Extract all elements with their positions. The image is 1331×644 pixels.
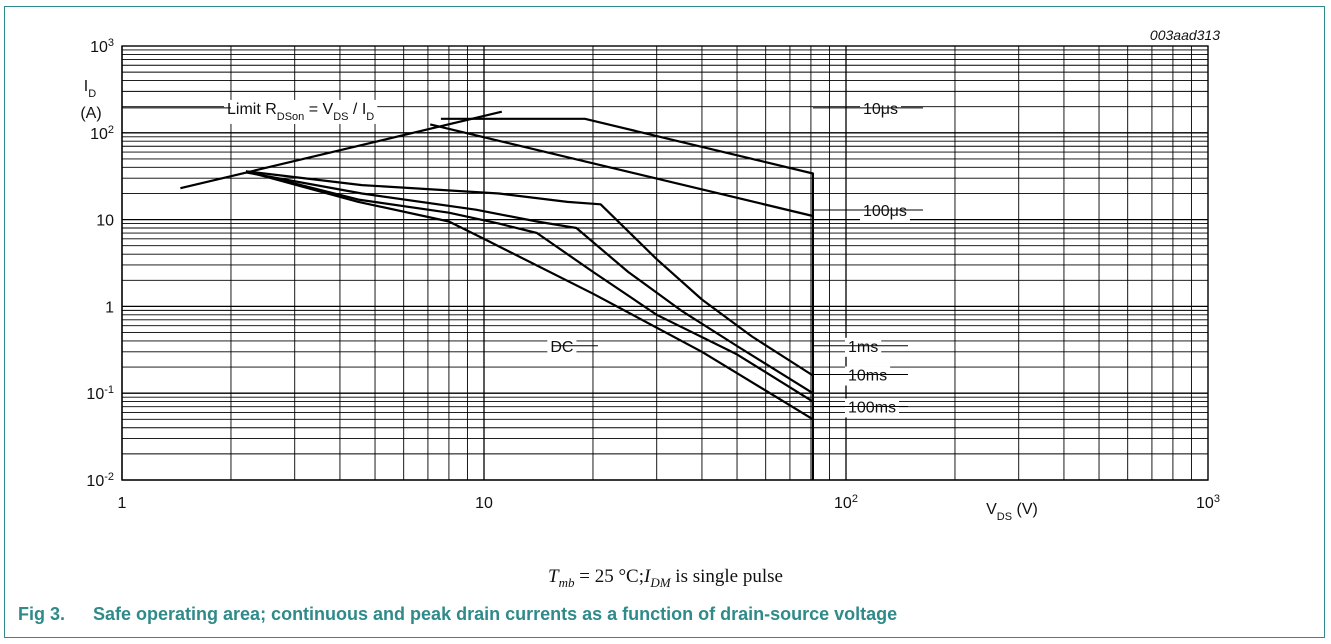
y-tick-label: 102: [90, 124, 114, 143]
series-dc: [245, 170, 814, 421]
x-tick-label: 103: [1196, 493, 1220, 512]
curve-label-dc-text: DC: [550, 339, 573, 356]
curve-label-1ms-text: 1ms: [848, 339, 878, 356]
y-axis-unit: (A): [80, 105, 101, 122]
soa-chart: 10μs 100μs 1ms 10ms 100ms DC Limit RDSon = VDS…: [80, 27, 1220, 523]
limit-label: Limit RDSon = VDS / ID: [122, 101, 374, 123]
x-tick-label: 10: [475, 495, 493, 512]
curve-label-dc-bg: [547, 337, 577, 357]
series-1ms: [245, 170, 814, 377]
figure-title: Safe operating area; continuous and peak…: [93, 604, 898, 624]
series-10us: [440, 117, 815, 480]
curve-label-100ms-text: 100ms: [848, 399, 896, 416]
plot-frame: [121, 45, 1209, 481]
y-tick-label: 10-2: [86, 471, 114, 490]
curve-label-100us-text: 100μs: [863, 203, 907, 220]
curve-label-10ms-bg: [845, 366, 891, 386]
curve-label-10us-text: 10μs: [863, 101, 898, 118]
figure-frame: [4, 6, 1325, 638]
x-tick-label: 1: [118, 495, 127, 512]
series-limit: [180, 110, 503, 190]
figure-caption: Fig 3. Safe operating area; continuous an…: [18, 604, 897, 625]
y-axis-label: ID: [84, 78, 96, 100]
test-condition: Tmb = 25 °C;IDM is single pulse: [548, 566, 783, 590]
y-tick-label: 10-1: [86, 384, 114, 403]
y-tick-label: 10: [96, 213, 114, 230]
curve-label-1ms: 1ms: [812, 339, 908, 356]
y-tick-label: 103: [90, 37, 114, 56]
limit-label-bg: [223, 99, 378, 124]
figure-number: Fig 3.: [18, 604, 66, 624]
curve-label-10ms: 10ms: [812, 368, 908, 385]
limit-label-text: Limit RDSon = VDS / ID: [227, 101, 374, 123]
curve-label-10ms-text: 10ms: [848, 368, 887, 385]
curve-label-100us: 100μs: [812, 203, 923, 220]
series-100us: [429, 123, 814, 218]
series-10ms: [245, 171, 814, 395]
curve-label-10us: 10μs: [812, 101, 923, 118]
curve-label-100us-bg: [859, 202, 910, 222]
label-texts: 10μs 100μs 1ms 10ms 100ms DC Limit RDSon = VDS…: [122, 101, 923, 416]
curve-label-100ms-bg: [845, 398, 900, 418]
curve-label-100ms: 100ms: [812, 399, 908, 416]
curves: [180, 110, 815, 480]
figure-id: 003aad313: [1150, 27, 1220, 43]
series-100ms: [245, 170, 814, 403]
label-backgrounds: [223, 99, 910, 418]
curve-label-1ms-bg: [845, 337, 882, 357]
curve-label-10us-bg: [859, 99, 901, 119]
curve-label-dc: DC: [550, 339, 598, 356]
x-axis-label: VDS (V): [986, 501, 1038, 523]
y-tick-label: 1: [105, 299, 114, 316]
x-tick-label: 102: [834, 493, 858, 512]
